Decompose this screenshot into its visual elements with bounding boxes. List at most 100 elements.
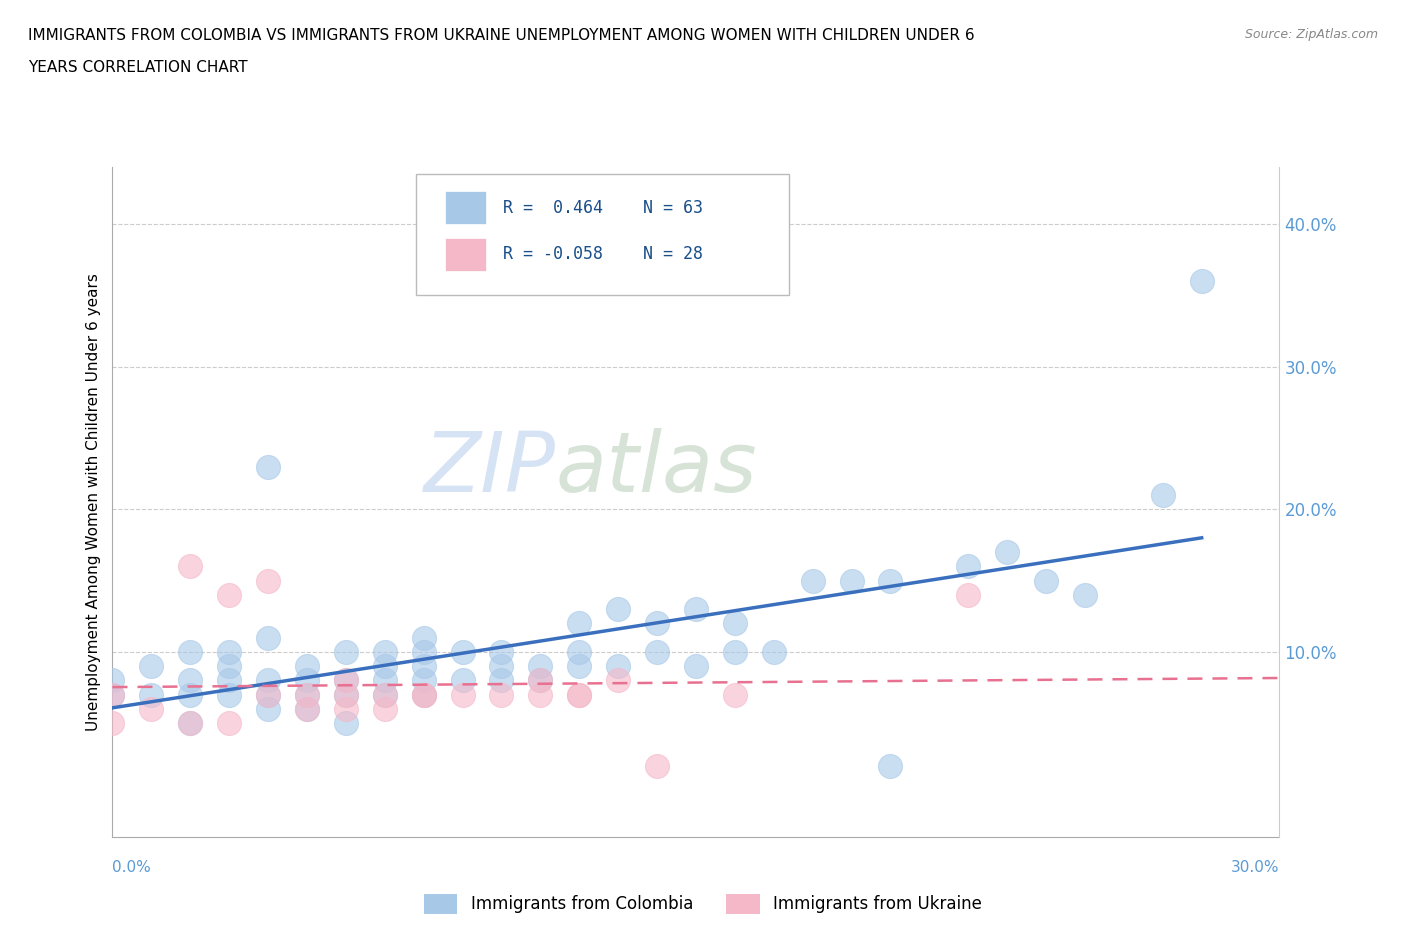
Point xyxy=(801,573,824,588)
Point xyxy=(685,602,707,617)
Point xyxy=(101,672,124,687)
Point xyxy=(451,644,474,659)
Point xyxy=(724,616,747,631)
Point xyxy=(762,644,785,659)
Point xyxy=(645,644,668,659)
Point xyxy=(685,658,707,673)
Point xyxy=(179,687,201,702)
Point xyxy=(257,687,280,702)
Point xyxy=(218,658,240,673)
Point xyxy=(412,687,434,702)
Point xyxy=(879,573,901,588)
Point xyxy=(218,672,240,687)
Point xyxy=(141,658,163,673)
Point xyxy=(451,687,474,702)
Point xyxy=(412,631,434,645)
Point xyxy=(335,687,357,702)
Point xyxy=(995,545,1018,560)
Legend: Immigrants from Colombia, Immigrants from Ukraine: Immigrants from Colombia, Immigrants fro… xyxy=(418,887,988,921)
Point xyxy=(257,631,280,645)
Point xyxy=(412,658,434,673)
Point xyxy=(295,672,318,687)
Point xyxy=(645,758,668,773)
Point xyxy=(335,672,357,687)
Point xyxy=(607,602,630,617)
Point xyxy=(179,644,201,659)
Point xyxy=(295,658,318,673)
Point xyxy=(374,701,396,716)
Point xyxy=(1152,487,1174,502)
Point xyxy=(412,687,434,702)
Point xyxy=(101,687,124,702)
Point xyxy=(1074,588,1097,603)
Point xyxy=(724,644,747,659)
Point xyxy=(335,672,357,687)
Text: 0.0%: 0.0% xyxy=(112,860,152,875)
Point xyxy=(295,701,318,716)
Point xyxy=(295,701,318,716)
Point xyxy=(257,701,280,716)
Point xyxy=(374,687,396,702)
Text: R = -0.058: R = -0.058 xyxy=(503,246,603,263)
Point xyxy=(179,715,201,730)
Point xyxy=(218,644,240,659)
Point xyxy=(218,715,240,730)
Point xyxy=(257,672,280,687)
Point xyxy=(257,687,280,702)
Text: IMMIGRANTS FROM COLOMBIA VS IMMIGRANTS FROM UKRAINE UNEMPLOYMENT AMONG WOMEN WIT: IMMIGRANTS FROM COLOMBIA VS IMMIGRANTS F… xyxy=(28,28,974,43)
Point xyxy=(491,687,513,702)
Point xyxy=(295,687,318,702)
Point xyxy=(491,658,513,673)
FancyBboxPatch shape xyxy=(446,238,486,272)
Point xyxy=(957,559,980,574)
Point xyxy=(101,715,124,730)
Text: atlas: atlas xyxy=(555,428,758,510)
Text: 30.0%: 30.0% xyxy=(1232,860,1279,875)
Text: Source: ZipAtlas.com: Source: ZipAtlas.com xyxy=(1244,28,1378,41)
Point xyxy=(529,672,551,687)
Point xyxy=(568,687,591,702)
Point xyxy=(529,672,551,687)
Point xyxy=(374,672,396,687)
Point xyxy=(491,672,513,687)
Point xyxy=(101,687,124,702)
Point xyxy=(568,644,591,659)
Text: ZIP: ZIP xyxy=(425,428,555,510)
Point xyxy=(645,616,668,631)
Text: YEARS CORRELATION CHART: YEARS CORRELATION CHART xyxy=(28,60,247,75)
Point xyxy=(841,573,863,588)
Point xyxy=(607,658,630,673)
Point xyxy=(179,559,201,574)
Point xyxy=(179,672,201,687)
Point xyxy=(1191,274,1213,289)
Point xyxy=(957,588,980,603)
Point xyxy=(529,658,551,673)
Point xyxy=(335,701,357,716)
Point xyxy=(335,687,357,702)
Point xyxy=(412,672,434,687)
Point xyxy=(607,672,630,687)
Point xyxy=(724,687,747,702)
Point xyxy=(335,644,357,659)
Point xyxy=(218,687,240,702)
FancyBboxPatch shape xyxy=(416,174,789,295)
Point xyxy=(179,715,201,730)
Point xyxy=(879,758,901,773)
Point xyxy=(568,658,591,673)
Point xyxy=(568,687,591,702)
Point xyxy=(257,573,280,588)
Text: R =  0.464: R = 0.464 xyxy=(503,199,603,217)
Point xyxy=(374,644,396,659)
Point xyxy=(1035,573,1057,588)
Point xyxy=(451,672,474,687)
FancyBboxPatch shape xyxy=(446,191,486,224)
Point xyxy=(335,715,357,730)
Point xyxy=(568,616,591,631)
Point xyxy=(218,588,240,603)
Point xyxy=(295,687,318,702)
Point xyxy=(374,687,396,702)
Text: N = 63: N = 63 xyxy=(644,199,703,217)
Point xyxy=(141,701,163,716)
Point xyxy=(412,644,434,659)
Point xyxy=(141,687,163,702)
